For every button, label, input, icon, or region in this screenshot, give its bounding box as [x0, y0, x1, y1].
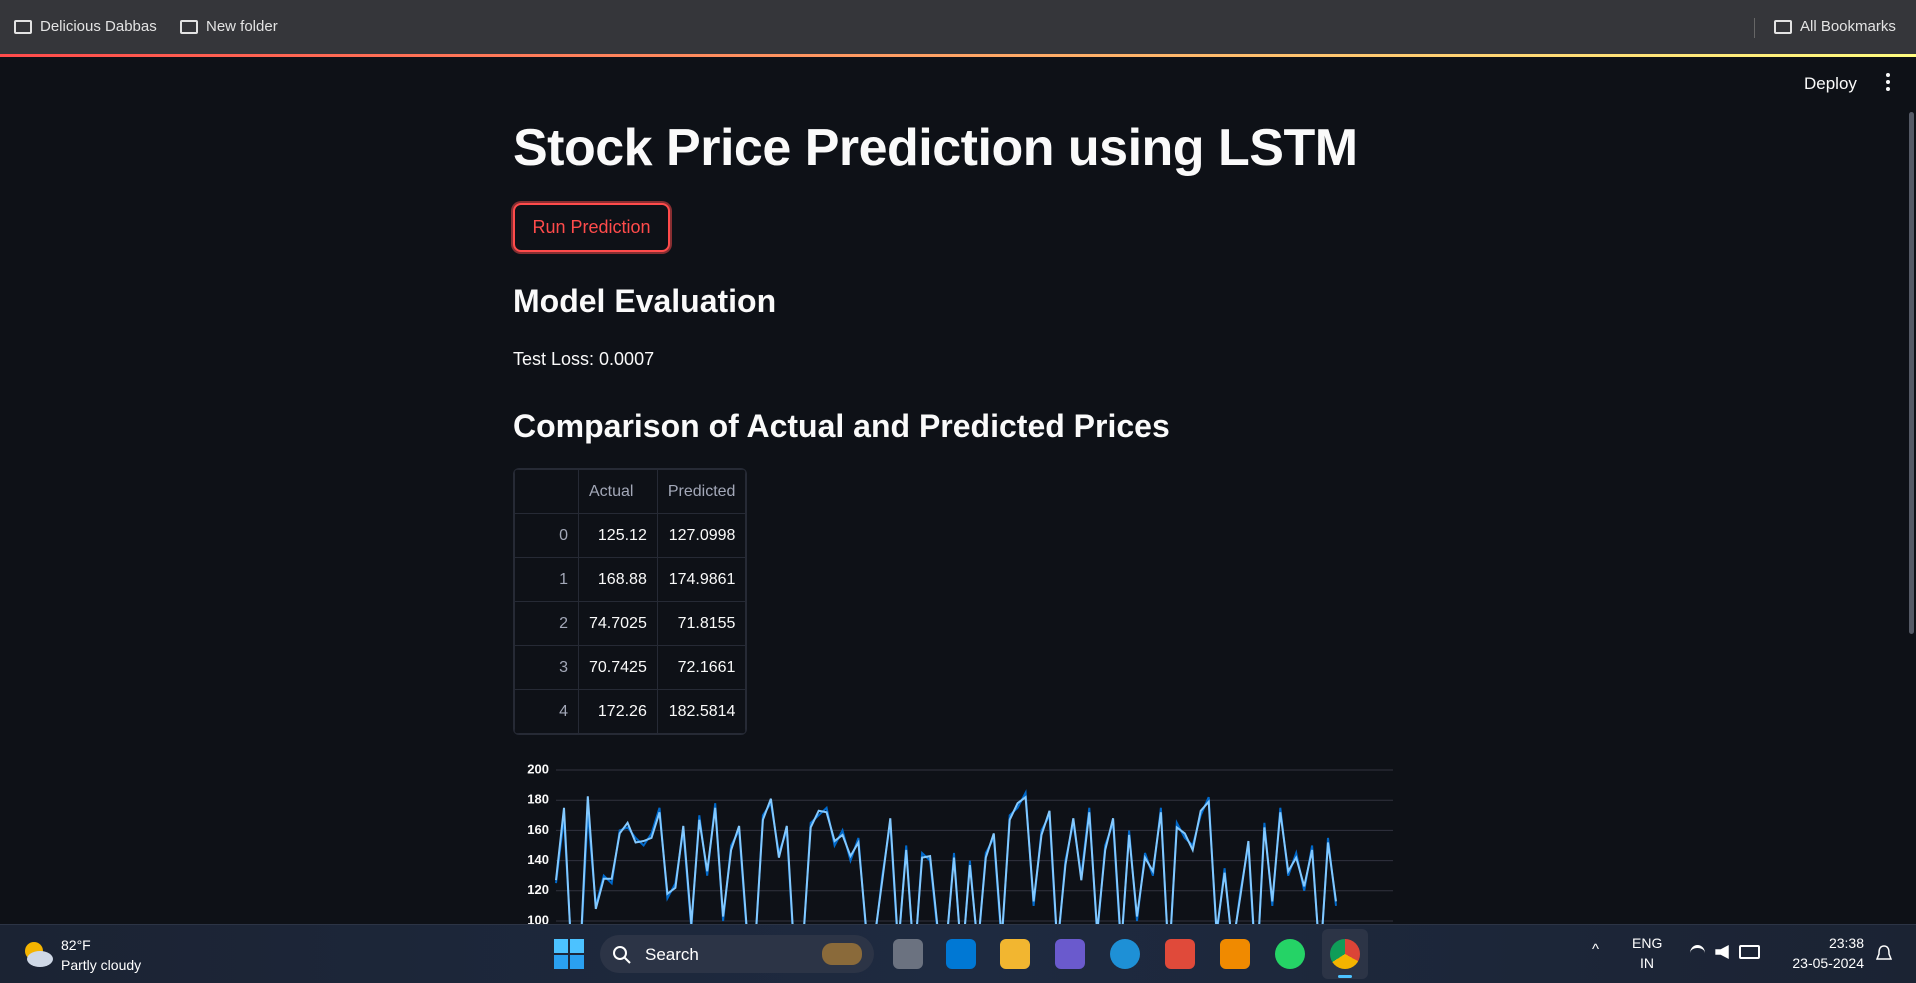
app-icon[interactable] — [1055, 939, 1085, 969]
table-cell: 72.1661 — [656, 645, 747, 690]
start-button[interactable] — [554, 939, 584, 969]
search-label: Search — [645, 945, 699, 964]
table-cell: 74.7025 — [578, 601, 658, 646]
y-tick-label: 140 — [527, 852, 549, 867]
page-title: Stock Price Prediction using LSTM — [513, 119, 1358, 177]
app-icon[interactable] — [1275, 939, 1305, 969]
table-row: 1 168.88 174.9861 — [514, 557, 747, 602]
active-app[interactable] — [1322, 929, 1368, 979]
decoration — [0, 54, 1916, 57]
temperature: 82°F — [61, 937, 91, 953]
app-icon[interactable] — [1110, 939, 1140, 969]
column-header: Predicted — [656, 469, 747, 514]
index-header — [514, 469, 579, 514]
tray-chevron[interactable]: ^ — [1592, 941, 1600, 958]
bookmark-label[interactable]: All Bookmarks — [1800, 18, 1896, 35]
app-icon[interactable] — [1220, 939, 1250, 969]
table-cell: 168.88 — [578, 557, 658, 602]
bookmark[interactable]: Delicious Dabbas — [14, 18, 157, 35]
column-header: Actual — [578, 469, 658, 514]
app-icon[interactable] — [1165, 939, 1195, 969]
y-tick-label: 120 — [527, 882, 549, 897]
table-cell: 125.12 — [578, 513, 658, 558]
header-row: Actual Predicted — [514, 469, 747, 514]
region[interactable]: IN — [1640, 955, 1654, 971]
table-row: 2 74.7025 71.8155 — [514, 601, 747, 646]
taskbar: 82°F Partly cloudy Search ^ ENG IN 23:38… — [0, 924, 1916, 983]
y-tick-label: 100 — [527, 912, 549, 927]
clock-date[interactable]: 23-05-2024 — [1792, 955, 1864, 971]
language[interactable]: ENG — [1632, 935, 1663, 951]
row-index: 3 — [514, 645, 579, 690]
bookmarks-bar: Delicious Dabbas New folder All Bookmark… — [0, 0, 1916, 54]
table-row: 0 125.12 127.0998 — [514, 513, 747, 558]
search-highlight — [822, 943, 862, 965]
table-cell: 70.7425 — [578, 645, 658, 690]
bookmark-label[interactable]: Delicious Dabbas — [40, 18, 157, 35]
section-heading: Comparison of Actual and Predicted Price… — [513, 408, 1170, 444]
app-icon[interactable] — [1000, 939, 1030, 969]
table-cell: 127.0998 — [656, 513, 747, 558]
table-cell: 172.26 — [578, 689, 658, 734]
weather-icon — [25, 942, 53, 967]
run-button[interactable]: Run Prediction — [513, 203, 670, 252]
y-tick-label: 180 — [527, 792, 549, 807]
table-cell: 174.9861 — [656, 557, 747, 602]
bookmark-label[interactable]: New folder — [206, 18, 278, 35]
row-index: 2 — [514, 601, 579, 646]
app-icon[interactable] — [946, 939, 976, 969]
bookmark[interactable]: New folder — [180, 18, 278, 35]
scrollbar[interactable] — [1909, 112, 1914, 634]
clock-time[interactable]: 23:38 — [1828, 935, 1864, 951]
table-cell: 182.5814 — [656, 689, 747, 734]
weather: Partly cloudy — [61, 957, 142, 973]
y-tick-label: 160 — [527, 822, 549, 837]
section-heading: Model Evaluation — [513, 283, 777, 319]
data-table: Actual Predicted 0 125.12 127.0998 1 168.88 174… — [513, 468, 748, 735]
notification-bell[interactable] — [1876, 945, 1892, 963]
table-cell: 71.8155 — [656, 601, 747, 646]
search-icon — [613, 946, 631, 964]
table-row: 3 70.7425 72.1661 — [514, 645, 747, 690]
search-box[interactable]: Search — [600, 935, 874, 973]
deploy-button[interactable]: Deploy — [1804, 74, 1857, 93]
row-index: 0 — [514, 513, 579, 558]
app-icon[interactable] — [893, 939, 923, 969]
separator — [1754, 18, 1755, 38]
all-bookmarks[interactable]: All Bookmarks — [1774, 18, 1896, 35]
test-loss: Test Loss: 0.0007 — [513, 349, 655, 369]
tray-icons[interactable] — [1690, 945, 1760, 963]
menu-button[interactable] — [1886, 73, 1890, 94]
row-index: 1 — [514, 557, 579, 602]
y-tick-label: 200 — [527, 761, 549, 776]
table-row: 4 172.26 182.5814 — [514, 689, 747, 734]
row-index: 4 — [514, 689, 579, 734]
